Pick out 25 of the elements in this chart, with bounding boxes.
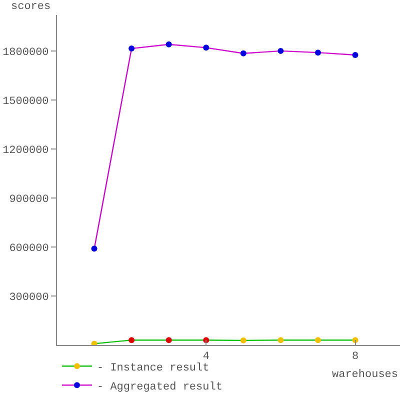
y-axis-title: scores <box>11 1 51 13</box>
point <box>278 337 284 344</box>
point <box>166 41 172 48</box>
x-axis-title: warehouses <box>332 369 398 381</box>
y-tick-label: 900000 <box>9 194 49 206</box>
y-tick-label: 600000 <box>9 242 49 255</box>
point <box>352 52 358 58</box>
point <box>314 50 321 56</box>
point <box>278 48 284 54</box>
point <box>91 246 98 252</box>
legend-label: - Aggregated result <box>97 381 222 394</box>
y-tick-label: 1500000 <box>2 96 49 108</box>
point <box>240 50 246 56</box>
y-tick-label: 300000 <box>9 292 49 304</box>
x-tick-label: 4 <box>202 351 210 364</box>
x-tick-label: 8 <box>352 351 359 364</box>
y-tick-label: 1200000 <box>2 144 49 157</box>
point <box>240 337 246 344</box>
y-tick-label: 1800000 <box>2 46 49 59</box>
point <box>128 45 135 52</box>
point <box>314 337 321 344</box>
point <box>166 337 172 344</box>
point <box>203 44 210 51</box>
legend-label: - Instance result <box>97 362 210 374</box>
point <box>128 337 135 344</box>
